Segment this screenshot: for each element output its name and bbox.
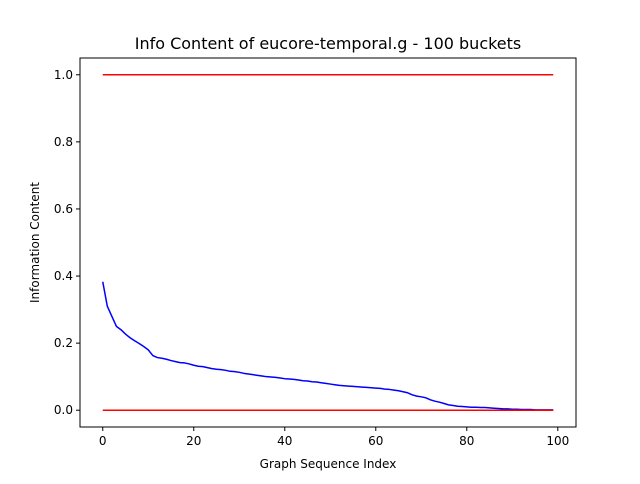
x-tick-label: 100 [546,434,569,448]
y-tick-label: 0.2 [54,336,73,350]
plot-frame [79,57,577,428]
y-tick-label: 1.0 [54,68,73,82]
y-axis-label: Information Content [28,182,42,303]
x-tick-label: 80 [459,434,474,448]
axis-ticks: 0 20 40 60 80 100 0.0 0.2 0.4 0.6 0.8 1.0 [54,68,569,448]
plot-area [102,74,554,411]
x-tick-label: 0 [99,434,107,448]
y-tick-label: 0.4 [54,269,73,283]
x-tick-label: 60 [368,434,383,448]
chart-title: Info Content of eucore-temporal.g - 100 … [135,34,522,53]
x-axis-label: Graph Sequence Index [260,457,397,471]
x-tick-label: 20 [186,434,201,448]
series-line-1 [102,281,554,411]
y-tick-label: 0.0 [54,403,73,417]
y-tick-label: 0.8 [54,135,73,149]
x-tick-label: 40 [277,434,292,448]
y-tick-label: 0.6 [54,202,73,216]
